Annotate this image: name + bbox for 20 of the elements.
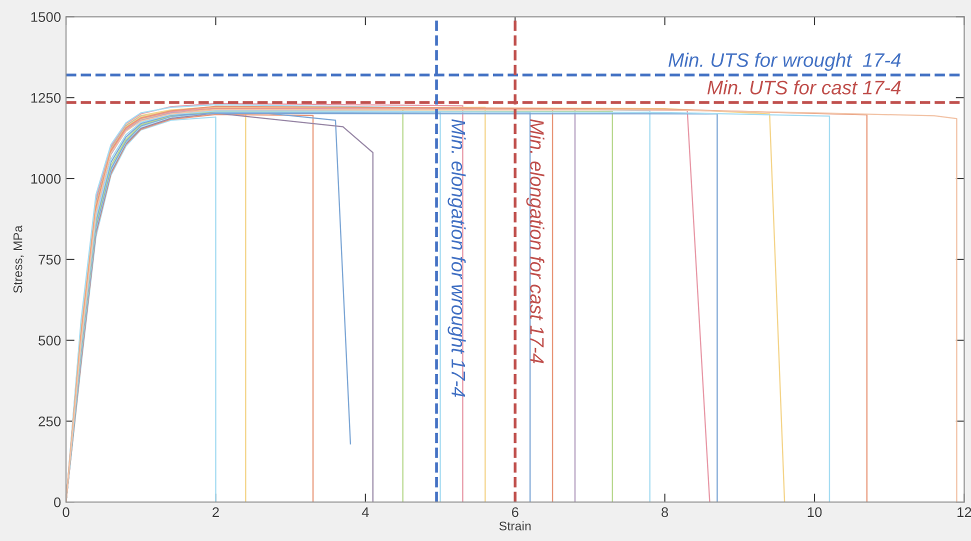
x-tick-label: 8 [662,507,668,518]
x-axis-title: Strain [499,521,531,530]
y-tick-label: 1500 [31,12,61,22]
ref-line-label: Min. UTS for cast 17-4 [707,80,901,94]
x-tick-label: 6 [512,507,518,518]
y-tick-label: 1250 [31,92,61,103]
y-tick-label: 500 [38,336,61,346]
y-tick-label: 0 [54,497,61,508]
y-axis-title: Stress, MPa [13,225,24,293]
y-tick-label: 250 [38,416,61,426]
x-tick-label: 0 [62,507,70,518]
ref-line-label: Min. elongation for cast 17-4 [526,119,544,364]
x-tick-label: 12 [958,507,971,517]
x-tick-label: 4 [362,507,369,517]
y-tick-label: 1000 [31,174,61,184]
x-tick-label: 10 [808,507,822,518]
x-tick-label: 2 [212,507,219,517]
ref-line-label: Min. elongation for wrought 17-4 [448,119,466,397]
y-tick-label: 750 [38,254,61,265]
ref-line-label: Min. UTS for wrought 17-4 [668,52,901,71]
